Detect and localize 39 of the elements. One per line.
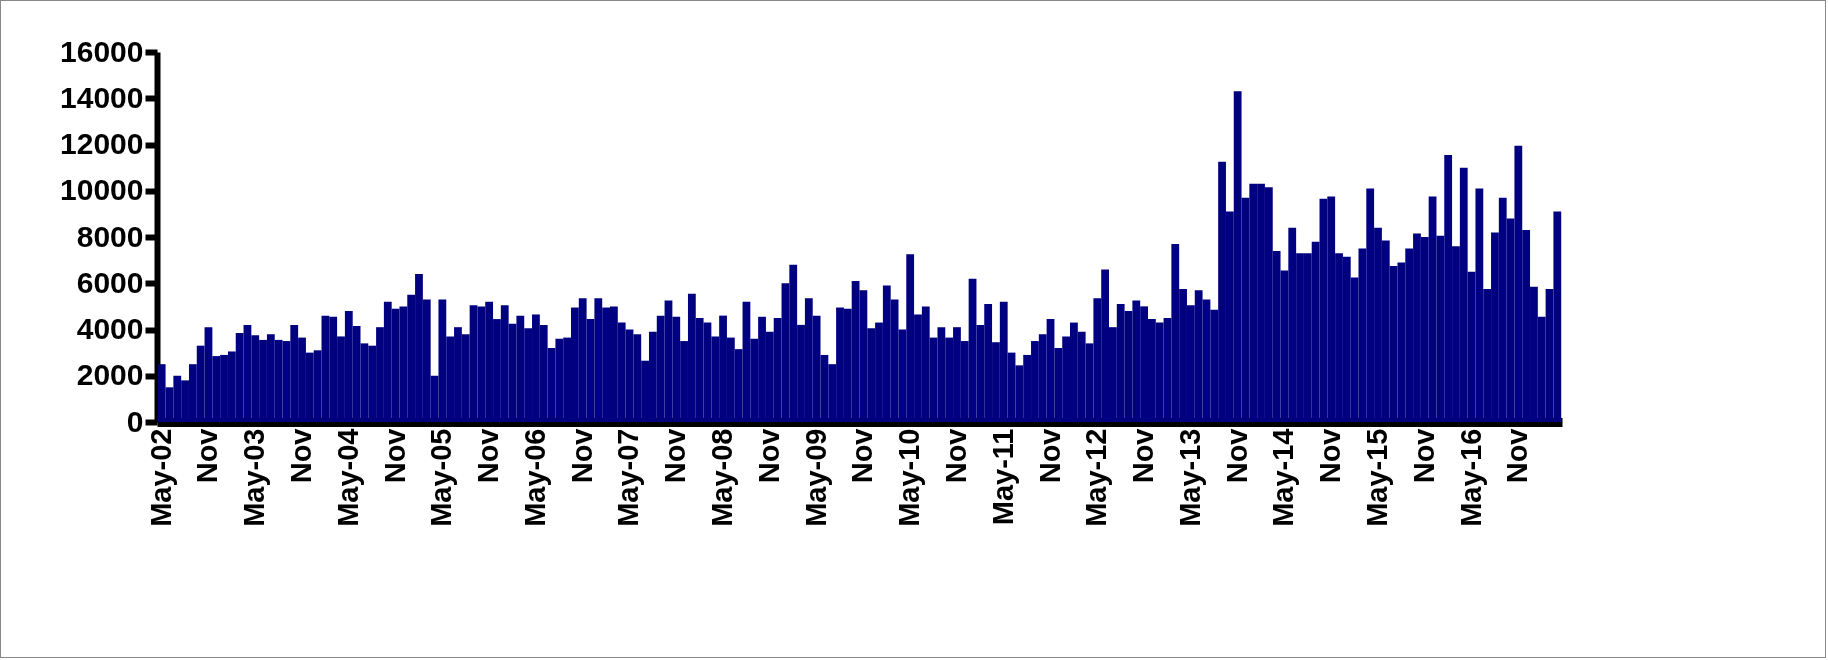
x-tick-label: Nov xyxy=(191,428,224,484)
x-tick-label: Nov xyxy=(846,428,879,484)
x-tick-label: May-08 xyxy=(706,428,739,527)
x-tick-label: May-02 xyxy=(144,428,177,527)
x-tick-label: May-10 xyxy=(893,428,926,527)
y-tick-label: 6000 xyxy=(76,265,144,299)
x-tick-label: Nov xyxy=(1220,428,1253,484)
x-tick-label: Nov xyxy=(939,428,972,484)
x-tick-label: Nov xyxy=(1314,428,1347,484)
x-tick-label: May-09 xyxy=(799,428,832,527)
y-tick-label: 4000 xyxy=(76,312,144,345)
x-tick-label: Nov xyxy=(378,428,411,484)
x-tick-label: Nov xyxy=(659,428,692,484)
x-tick-label: May-16 xyxy=(1454,428,1487,527)
x-tick-label: Nov xyxy=(1501,428,1534,484)
x-tick-label: Nov xyxy=(1033,428,1066,484)
y-tick-label: 16000 xyxy=(60,34,144,68)
x-tick-label: Nov xyxy=(1127,428,1160,484)
x-tick-label: Nov xyxy=(1407,428,1440,484)
x-tick-label: May-11 xyxy=(986,428,1019,526)
x-tick-label: May-07 xyxy=(612,428,645,527)
x-tick-label: May-14 xyxy=(1267,428,1300,527)
x-tick-label: May-05 xyxy=(425,428,458,527)
y-tick-label: 2000 xyxy=(76,358,144,392)
y-tick-label: 8000 xyxy=(76,219,144,253)
x-tick-label: May-03 xyxy=(238,428,271,527)
x-tick-label: May-13 xyxy=(1173,428,1206,527)
y-tick-label: 10000 xyxy=(60,173,144,207)
x-tick-label: May-06 xyxy=(518,428,551,527)
x-tick-label: May-04 xyxy=(331,428,364,527)
x-tick-label: May-12 xyxy=(1080,428,1113,527)
x-tick-label: Nov xyxy=(752,428,785,484)
x-tick-label: May-15 xyxy=(1360,428,1393,527)
y-tick-label: 12000 xyxy=(60,127,144,160)
y-tick-label: 14000 xyxy=(60,80,144,114)
y-tick-label: 0 xyxy=(126,404,144,438)
x-tick-label: Nov xyxy=(472,428,505,484)
x-tick-label: Nov xyxy=(565,428,598,484)
x-tick-label: Nov xyxy=(285,428,318,484)
